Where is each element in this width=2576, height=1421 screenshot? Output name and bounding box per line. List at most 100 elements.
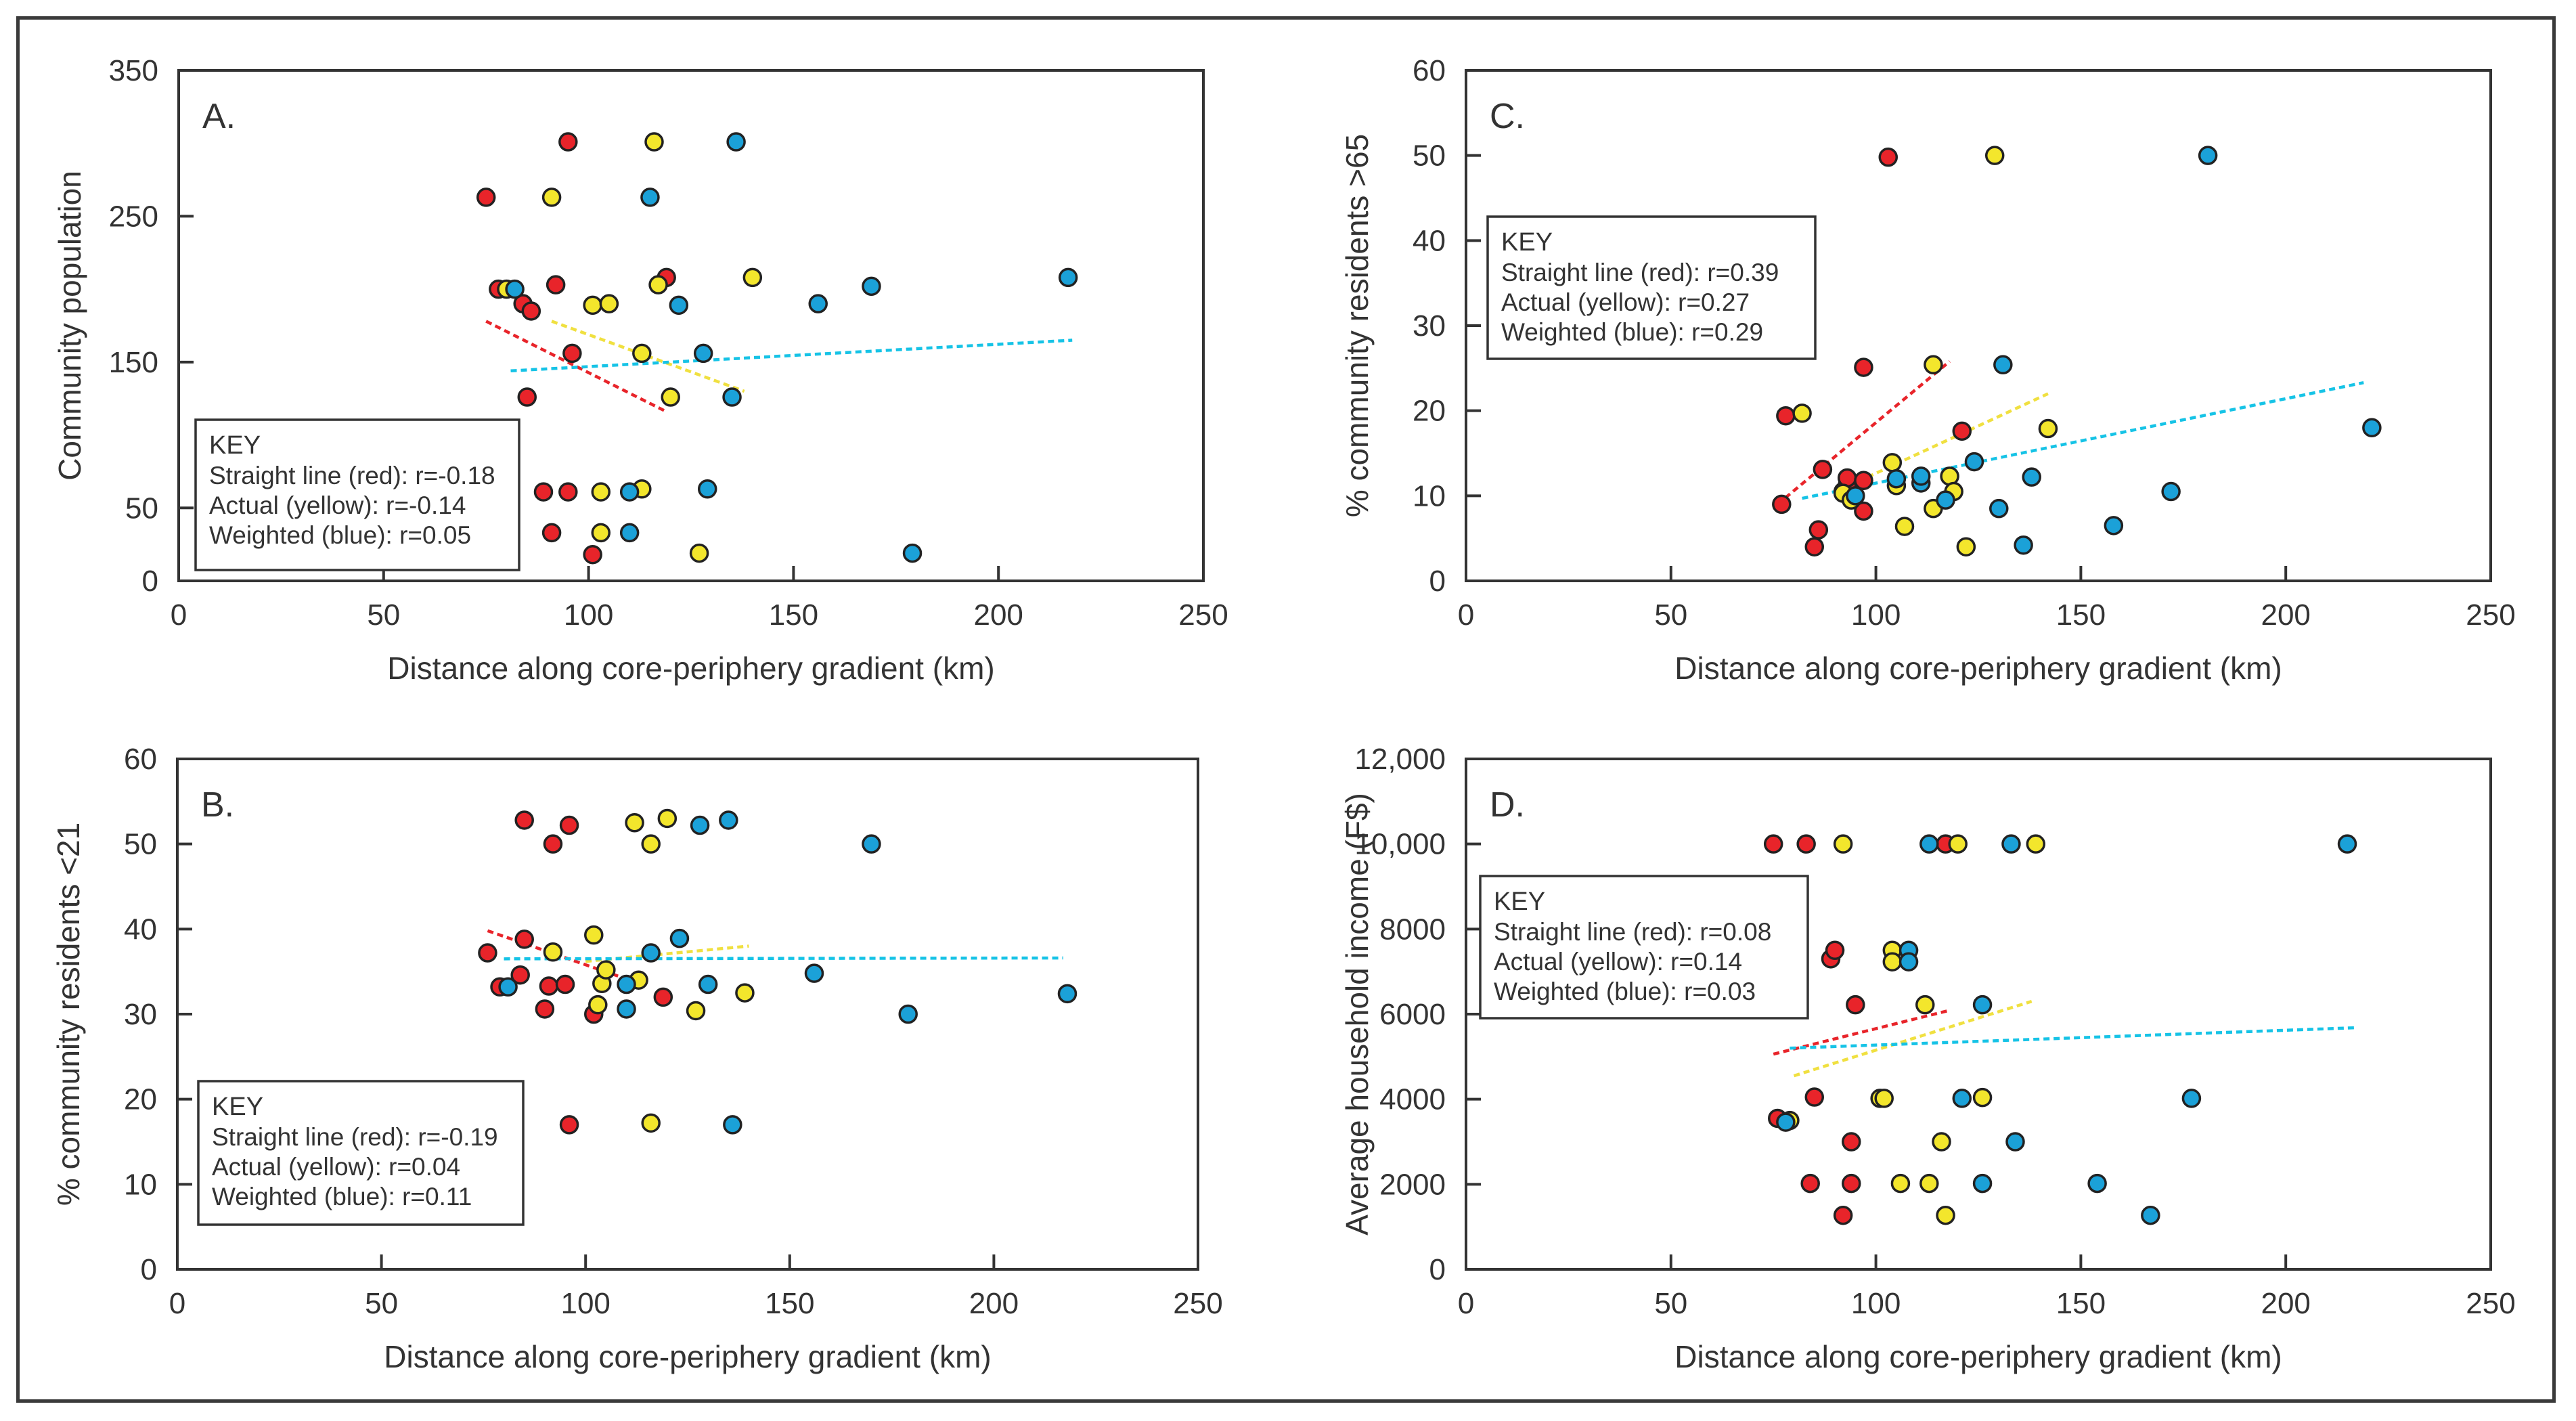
data-point-yellow — [1948, 834, 1968, 854]
data-point-blue — [2161, 481, 2181, 502]
x-tick-label: 250 — [2466, 598, 2515, 632]
key-entry: Actual (yellow): r=0.27 — [1501, 288, 1750, 316]
y-tick-label: 350 — [109, 54, 158, 87]
data-point-blue — [2022, 467, 2041, 487]
data-point-red — [543, 834, 563, 854]
y-tick-label: 50 — [125, 491, 158, 525]
panel-b: 0 50 100 150 200 250 0 10 20 30 40 50 60 Distance alo… — [51, 743, 1223, 1374]
trend-line-red — [485, 320, 667, 414]
data-point-blue — [898, 1004, 918, 1024]
x-tick-label: 200 — [2261, 598, 2310, 632]
data-point-yellow — [1972, 1087, 1993, 1108]
data-point-yellow — [541, 188, 562, 207]
data-point-blue — [2198, 146, 2218, 165]
data-point-blue — [1993, 355, 2013, 375]
x-tick-label: 100 — [1851, 598, 1901, 632]
data-point-blue — [641, 943, 661, 963]
data-point-blue — [726, 132, 746, 152]
data-point-blue — [1972, 994, 1993, 1015]
key-entry: Straight line (red): r=-0.19 — [212, 1123, 498, 1151]
data-point-blue — [862, 834, 881, 854]
y-axis-title: Average household income (F$) — [1339, 793, 1375, 1236]
y-tick-label: 6000 — [1379, 998, 1446, 1031]
key-entry: Weighted (blue): r=0.03 — [1494, 978, 1756, 1005]
data-point-blue — [1911, 466, 1931, 486]
x-tick-label: 150 — [765, 1287, 814, 1320]
y-axis-title: % community residents <21 — [51, 823, 86, 1206]
data-point-yellow — [1833, 834, 1853, 854]
panel-a: 0 50 100 150 200 250 0 50 150 250 350 Distance alon… — [52, 54, 1228, 686]
x-tick-label: 200 — [2261, 1287, 2310, 1320]
data-point-yellow — [1956, 537, 1976, 556]
key-box — [197, 1080, 525, 1226]
data-point-yellow — [644, 132, 664, 152]
data-point-yellow — [2026, 834, 2046, 854]
data-point-yellow — [588, 994, 608, 1015]
x-tick-label: 150 — [2056, 598, 2106, 632]
y-tick-label: 10 — [1413, 479, 1446, 512]
trend-line-red — [1776, 360, 1951, 506]
data-point-blue — [1058, 267, 1078, 288]
y-tick-label: 10,000 — [1354, 828, 1446, 861]
data-point-red — [517, 387, 537, 407]
data-point-red — [1952, 421, 1972, 441]
y-tick-label: 30 — [124, 998, 157, 1031]
data-point-blue — [2337, 834, 2357, 854]
y-tick-label: 12,000 — [1354, 743, 1446, 776]
data-point-red — [541, 523, 562, 543]
trend-line-blue — [510, 338, 1073, 373]
x-tick-label: 100 — [1851, 1287, 1901, 1320]
data-point-blue — [1886, 468, 1907, 489]
trend-line-yellow — [1793, 1000, 2033, 1078]
data-point-blue — [2005, 1132, 2025, 1152]
key-title: KEY — [209, 431, 261, 460]
data-point-blue — [498, 977, 518, 997]
data-point-yellow — [591, 482, 611, 502]
panel-c: 0 50 100 150 200 250 0 10 20 30 40 50 60 Distance alo… — [1339, 54, 2516, 686]
data-point-blue — [669, 295, 689, 315]
data-point-blue — [505, 279, 525, 299]
data-point-red — [1808, 520, 1829, 540]
x-tick-label: 250 — [1173, 1287, 1222, 1320]
data-point-yellow — [1932, 1132, 1951, 1152]
trend-line-red — [487, 929, 636, 984]
y-tick-label: 30 — [1413, 309, 1446, 343]
data-point-blue — [690, 815, 710, 835]
data-point-blue — [2001, 834, 2021, 854]
data-point-yellow — [1874, 1089, 1894, 1108]
key-title: KEY — [212, 1093, 263, 1121]
data-point-blue — [617, 974, 636, 994]
data-point-yellow — [583, 295, 602, 315]
data-point-red — [559, 815, 579, 835]
data-point-red — [514, 930, 534, 949]
x-tick-label: 250 — [1178, 598, 1228, 632]
data-point-blue — [1964, 452, 1984, 472]
y-tick-label: 40 — [1413, 224, 1446, 257]
data-point-blue — [2362, 418, 2382, 438]
key-entry: Weighted (blue): r=0.05 — [209, 521, 471, 549]
data-point-red — [476, 188, 496, 207]
y-tick-label: 40 — [124, 913, 157, 946]
x-tick-label: 0 — [171, 598, 187, 632]
y-tick-label: 0 — [142, 565, 158, 598]
data-point-yellow — [1894, 517, 1915, 536]
data-point-blue — [617, 999, 636, 1019]
data-point-yellow — [596, 960, 616, 980]
data-point-yellow — [661, 387, 680, 407]
data-point-blue — [619, 482, 640, 502]
data-point-yellow — [1882, 952, 1903, 971]
data-point-blue — [2181, 1089, 2202, 1108]
data-point-red — [1842, 1173, 1861, 1194]
data-point-blue — [722, 387, 742, 407]
data-point-yellow — [1919, 1173, 1939, 1194]
y-tick-label: 4000 — [1379, 1083, 1446, 1116]
x-tick-label: 0 — [169, 1287, 185, 1320]
x-tick-label: 0 — [1458, 1287, 1474, 1320]
data-point-blue — [1919, 834, 1939, 854]
y-axis-title: % community residents >65 — [1339, 134, 1375, 517]
data-point-red — [1825, 940, 1845, 960]
x-tick-label: 150 — [2056, 1287, 2106, 1320]
y-tick-label: 0 — [1429, 565, 1446, 598]
data-point-red — [1854, 357, 1873, 377]
data-point-red — [478, 943, 497, 963]
